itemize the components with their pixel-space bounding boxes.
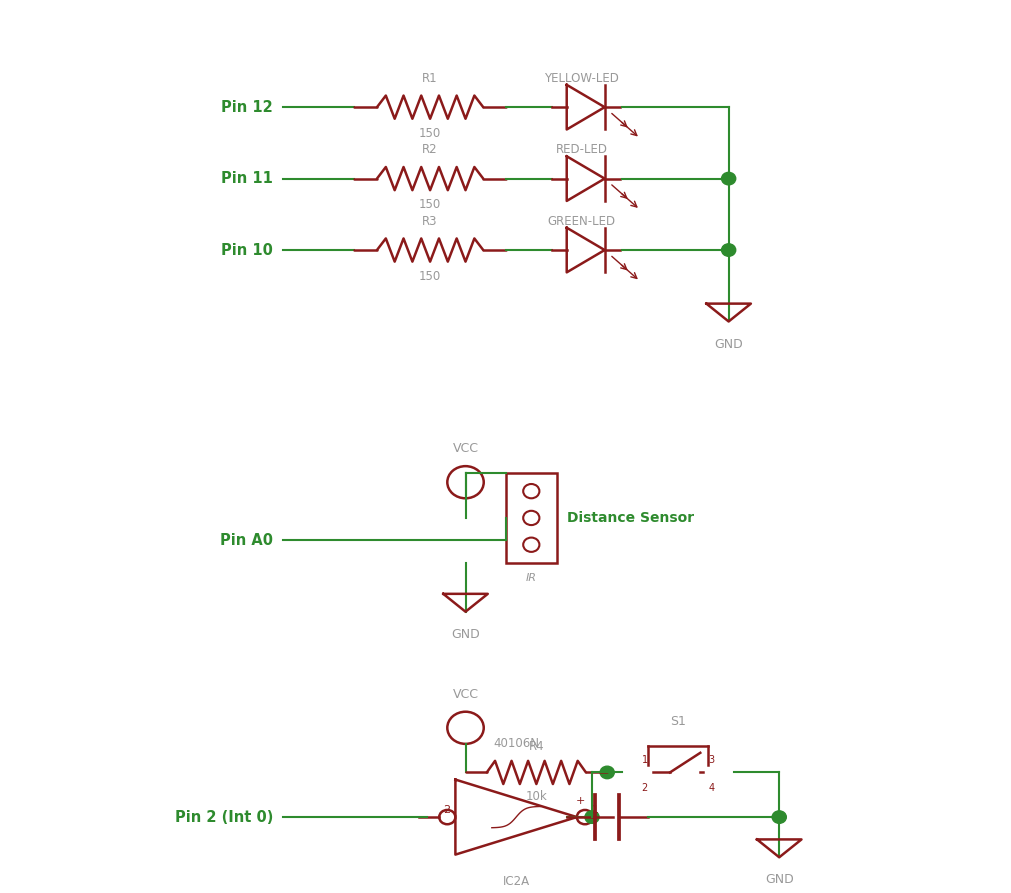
Text: IC2A: IC2A [502, 875, 529, 889]
Text: 1: 1 [591, 805, 599, 815]
Circle shape [600, 766, 614, 779]
Circle shape [584, 811, 599, 823]
Text: 10k: 10k [525, 790, 547, 804]
Text: Distance Sensor: Distance Sensor [566, 511, 694, 525]
Text: GND: GND [451, 628, 479, 641]
Text: 4: 4 [708, 783, 714, 793]
Text: R4: R4 [528, 739, 544, 753]
Text: Pin 12: Pin 12 [221, 100, 273, 114]
Text: VCC: VCC [452, 442, 478, 455]
Text: S1: S1 [669, 714, 685, 728]
Text: YELLOW-LED: YELLOW-LED [544, 71, 619, 85]
Text: Pin 11: Pin 11 [221, 171, 273, 186]
Circle shape [771, 811, 786, 823]
Text: 150: 150 [419, 270, 441, 283]
Text: 150: 150 [419, 198, 441, 212]
Circle shape [721, 172, 735, 185]
Text: IR: IR [526, 573, 536, 583]
Text: 3: 3 [708, 755, 714, 765]
Bar [506, 473, 556, 563]
Text: 2: 2 [443, 805, 450, 815]
Text: 1: 1 [641, 755, 647, 765]
Text: 40106N: 40106N [492, 737, 539, 750]
Text: Pin A0: Pin A0 [220, 533, 273, 547]
Text: VCC: VCC [452, 688, 478, 701]
Text: GREEN-LED: GREEN-LED [547, 214, 616, 228]
Text: Pin 2 (Int 0): Pin 2 (Int 0) [175, 810, 273, 824]
Text: GND: GND [714, 338, 742, 351]
Circle shape [721, 244, 735, 256]
Text: RED-LED: RED-LED [555, 143, 608, 156]
Text: 2: 2 [641, 783, 647, 793]
Text: R3: R3 [422, 214, 438, 228]
Text: 150: 150 [419, 127, 441, 140]
Text: R2: R2 [422, 143, 438, 156]
Text: Pin 10: Pin 10 [221, 243, 273, 257]
Text: R1: R1 [422, 71, 438, 85]
Text: +: + [575, 796, 584, 806]
Text: GND: GND [764, 873, 793, 887]
